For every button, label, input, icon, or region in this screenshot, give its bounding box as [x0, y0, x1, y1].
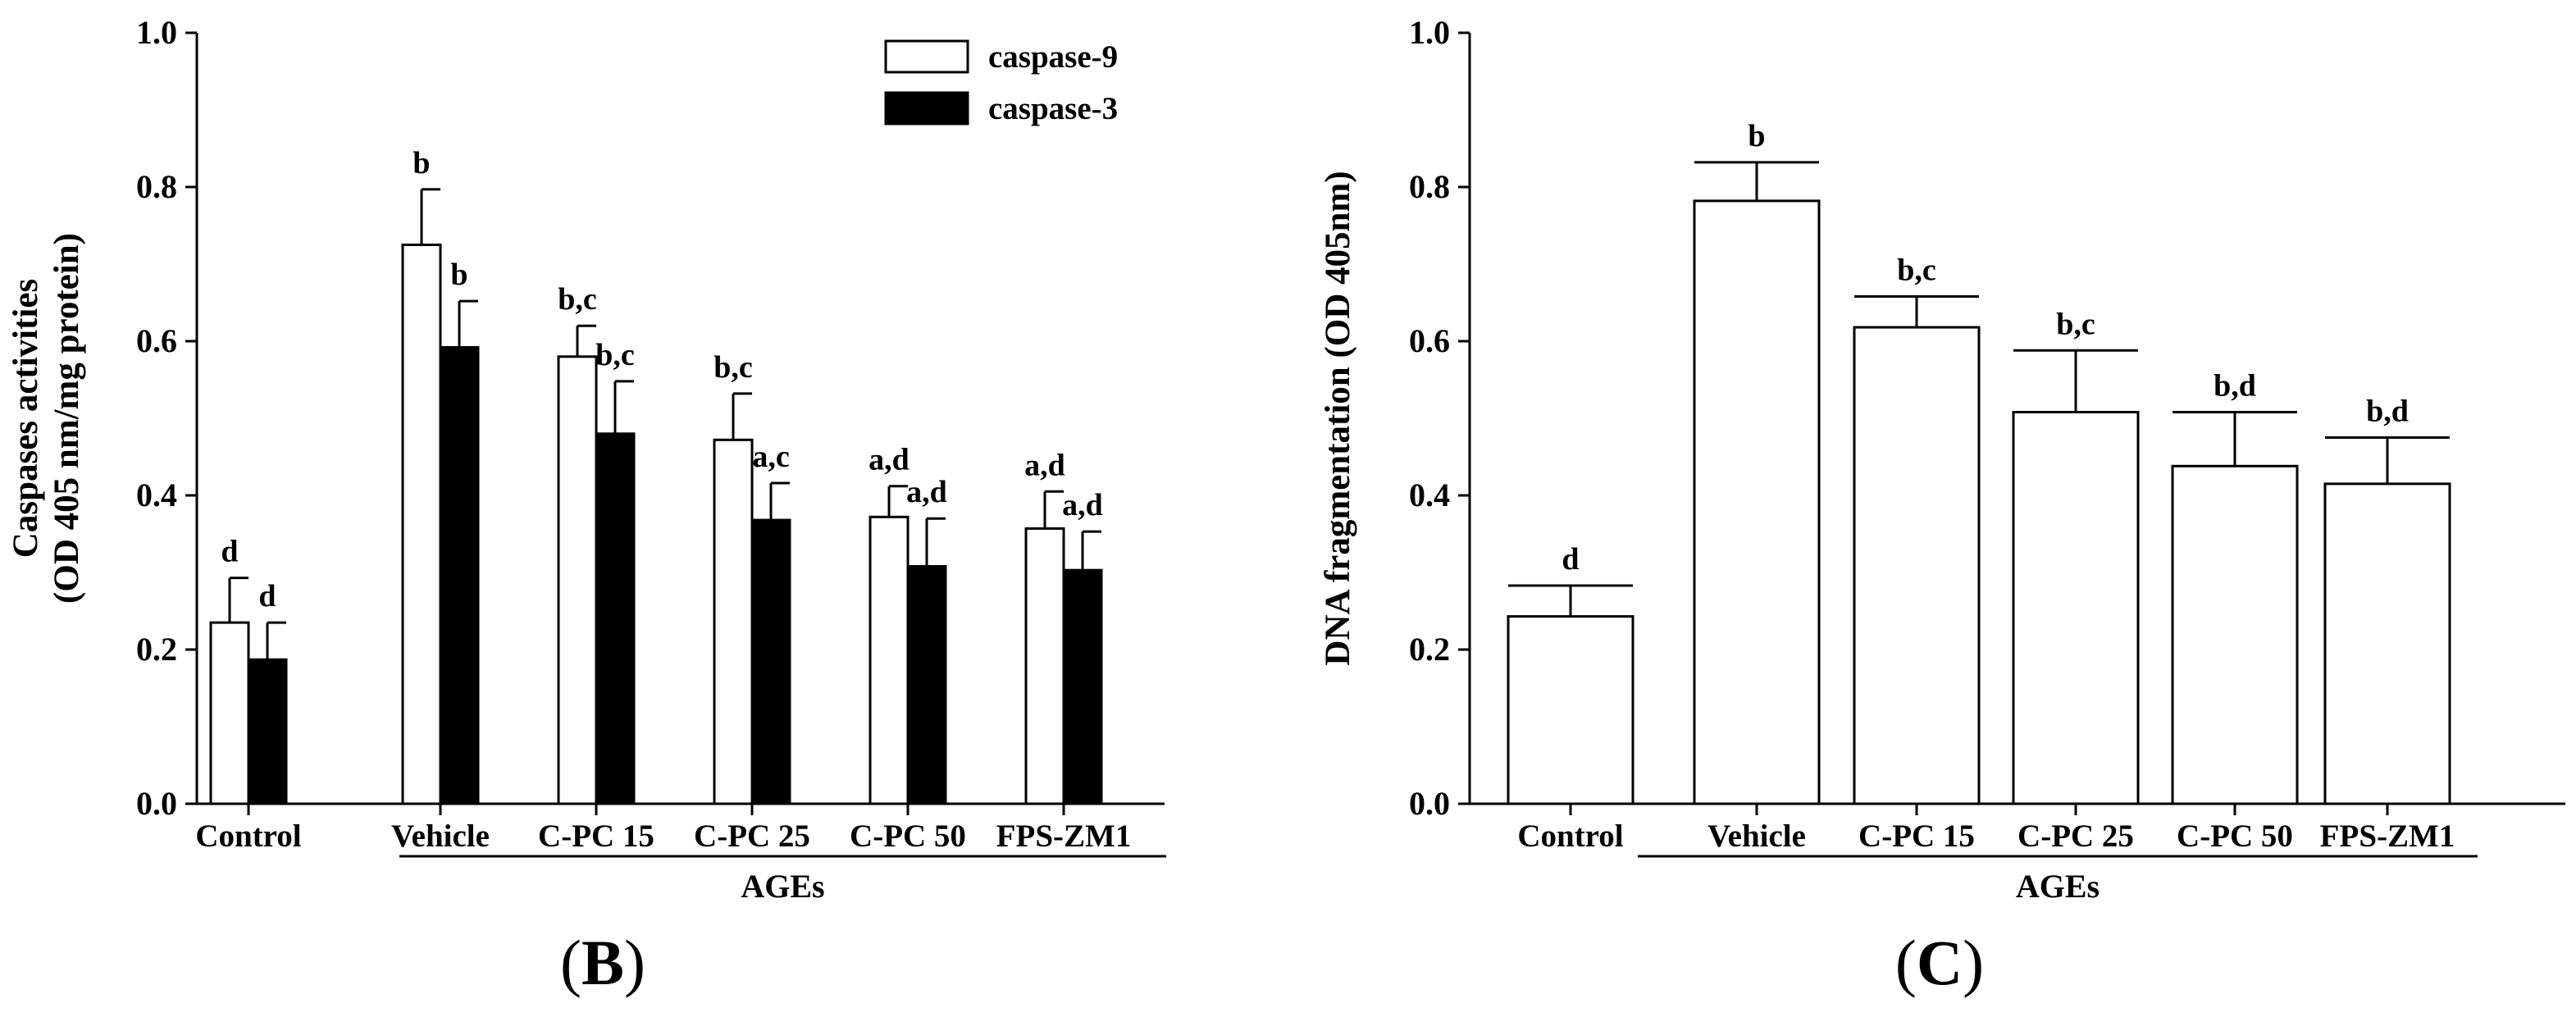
bar-caspase-3	[595, 432, 636, 805]
category-label: Vehicle	[1707, 819, 1806, 854]
y-tick-label: 0.0	[1409, 785, 1450, 822]
category-label: FPS-ZM1	[2320, 819, 2455, 854]
y-tick-label: 0.0	[136, 785, 177, 822]
bar-caspase-3	[750, 518, 791, 805]
legend-swatch-caspase-9	[884, 39, 969, 74]
significance-label: b,c	[2056, 307, 2095, 341]
significance-label: a,d	[1024, 448, 1065, 482]
legend-label-caspase-9: caspase-9	[988, 39, 1118, 75]
category-label: C-PC 25	[2017, 819, 2134, 854]
significance-label: a,d	[906, 475, 947, 509]
bar-caspase-3	[439, 346, 480, 805]
significance-label: b,d	[2366, 394, 2409, 429]
bar-caspase-9	[209, 621, 250, 805]
category-label: C-PC 15	[538, 819, 654, 854]
group-label: AGEs	[2016, 868, 2100, 905]
y-tick-label: 0.4	[136, 477, 177, 513]
group-label: AGEs	[741, 868, 824, 905]
y-tick-label: 0.4	[1409, 477, 1450, 513]
category-label: FPS-ZM1	[996, 819, 1132, 854]
significance-label: b,c	[714, 350, 753, 385]
category-label: C-PC 15	[1858, 819, 1975, 854]
significance-label: b,c	[595, 338, 635, 372]
y-axis-title-line1: Caspases activities	[7, 279, 45, 558]
significance-label: b	[413, 146, 430, 180]
bar-caspase-9	[401, 244, 442, 805]
significance-label: b,c	[558, 282, 597, 317]
bar-dna-fragmentation	[2012, 410, 2140, 805]
bar-dna-fragmentation	[2171, 464, 2299, 805]
chart-panel-c: 0.0 0.2 0.4 0.6 0.8 1.0 Control d Vehicle b C-PC 1…	[1319, 14, 2565, 905]
bar-caspase-9	[713, 438, 754, 805]
bar-dna-fragmentation	[2323, 482, 2451, 805]
significance-label: a,d	[869, 443, 910, 477]
panel-label-c: (C)	[1895, 927, 1984, 998]
y-tick-label: 0.6	[1409, 322, 1450, 359]
y-tick-label: 0.2	[1409, 631, 1450, 668]
y-tick-label: 0.2	[136, 631, 177, 668]
significance-label: d	[1562, 542, 1579, 577]
significance-label: b,c	[1897, 253, 1936, 287]
legend-swatch-caspase-3	[884, 91, 969, 125]
significance-label: d	[258, 579, 276, 613]
category-label: Control	[1517, 819, 1623, 854]
legend-label-caspase-3: caspase-3	[988, 91, 1118, 126]
bar-dna-fragmentation	[1507, 615, 1635, 805]
bar-caspase-9	[869, 515, 910, 805]
bar-caspase-3	[247, 658, 288, 805]
significance-label: a,d	[1062, 488, 1103, 522]
bar-caspase-9	[1024, 527, 1065, 805]
significance-label: b,d	[2214, 368, 2256, 403]
significance-label: b	[1748, 119, 1765, 153]
bar-caspase-9	[557, 355, 598, 805]
significance-label: a,c	[752, 440, 789, 474]
y-tick-label: 0.8	[136, 168, 177, 205]
category-label: C-PC 25	[694, 819, 810, 854]
significance-label: b	[450, 258, 467, 292]
category-label: Control	[195, 819, 301, 854]
y-tick-label: 1.0	[136, 14, 177, 51]
bar-dna-fragmentation	[1693, 199, 1821, 805]
bar-dna-fragmentation	[1853, 326, 1981, 805]
panel-label-b: (B)	[560, 927, 645, 998]
category-label: Vehicle	[391, 819, 490, 854]
y-tick-label: 0.8	[1409, 168, 1450, 205]
category-label: C-PC 50	[2177, 819, 2293, 854]
bar-caspase-3	[1062, 568, 1103, 805]
legend: caspase-9 caspase-3	[884, 39, 1118, 126]
category-label: C-PC 50	[850, 819, 966, 854]
chart-panel-b: 0.0 0.2 0.4 0.6 0.8 1.0 Control dd Vehicle b b C-PC…	[7, 14, 1166, 905]
y-tick-label: 1.0	[1409, 14, 1450, 51]
bar-caspase-3	[906, 564, 947, 805]
y-axis-title-line2: (OD 405 nm/mg protein)	[48, 233, 86, 604]
y-tick-label: 0.6	[136, 322, 177, 359]
significance-label: d	[221, 535, 238, 569]
y-axis-title: DNA fragmentation (OD 405nm)	[1319, 171, 1357, 665]
